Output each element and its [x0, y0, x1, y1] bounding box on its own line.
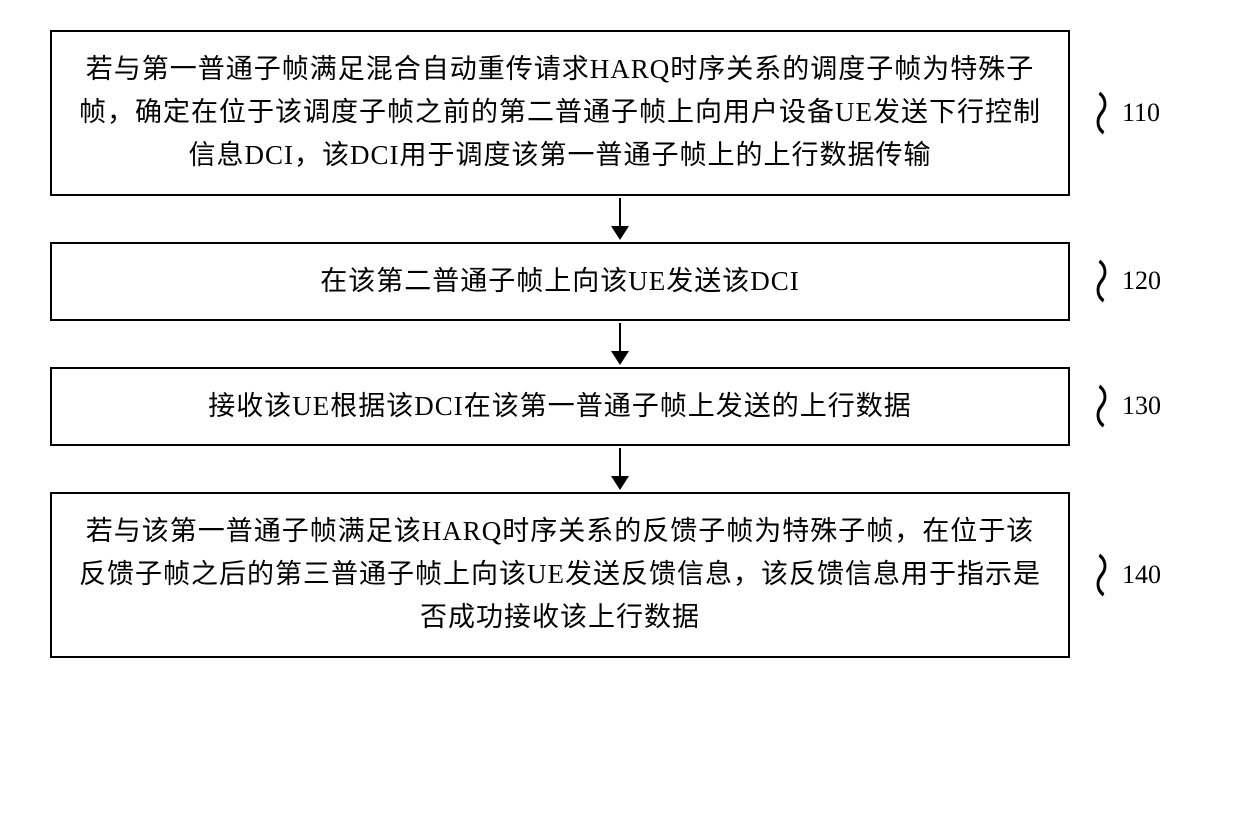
- arrow-2: [110, 321, 1130, 367]
- curve-icon: 〜: [1082, 383, 1118, 430]
- step-number-2: 120: [1122, 266, 1161, 296]
- arrow-1: [110, 196, 1130, 242]
- step-box-3: 接收该UE根据该DCI在该第一普通子帧上发送的上行数据: [50, 367, 1070, 446]
- step-number-1: 110: [1122, 98, 1160, 128]
- arrow-line: [619, 323, 621, 351]
- curve-icon: 〜: [1082, 89, 1118, 136]
- step-label-2: 〜 120: [1082, 263, 1161, 299]
- arrow-head-icon: [611, 226, 629, 240]
- arrow-head-icon: [611, 476, 629, 490]
- step-row-1: 若与第一普通子帧满足混合自动重传请求HARQ时序关系的调度子帧为特殊子帧，确定在…: [50, 30, 1190, 196]
- curve-icon: 〜: [1082, 258, 1118, 305]
- step-row-3: 接收该UE根据该DCI在该第一普通子帧上发送的上行数据 〜 130: [50, 367, 1190, 446]
- step-text-4: 若与该第一普通子帧满足该HARQ时序关系的反馈子帧为特殊子帧，在位于该反馈子帧之…: [72, 510, 1048, 640]
- step-box-2: 在该第二普通子帧上向该UE发送该DCI: [50, 242, 1070, 321]
- arrow-head-icon: [611, 351, 629, 365]
- step-row-4: 若与该第一普通子帧满足该HARQ时序关系的反馈子帧为特殊子帧，在位于该反馈子帧之…: [50, 492, 1190, 658]
- step-number-4: 140: [1122, 560, 1161, 590]
- step-box-1: 若与第一普通子帧满足混合自动重传请求HARQ时序关系的调度子帧为特殊子帧，确定在…: [50, 30, 1070, 196]
- arrow-line: [619, 448, 621, 476]
- step-label-1: 〜 110: [1082, 95, 1160, 131]
- step-text-3: 接收该UE根据该DCI在该第一普通子帧上发送的上行数据: [208, 385, 912, 428]
- step-label-4: 〜 140: [1082, 557, 1161, 593]
- step-text-1: 若与第一普通子帧满足混合自动重传请求HARQ时序关系的调度子帧为特殊子帧，确定在…: [72, 48, 1048, 178]
- arrow-line: [619, 198, 621, 226]
- step-box-4: 若与该第一普通子帧满足该HARQ时序关系的反馈子帧为特殊子帧，在位于该反馈子帧之…: [50, 492, 1070, 658]
- flowchart-container: 若与第一普通子帧满足混合自动重传请求HARQ时序关系的调度子帧为特殊子帧，确定在…: [50, 30, 1190, 658]
- step-text-2: 在该第二普通子帧上向该UE发送该DCI: [320, 260, 800, 303]
- step-label-3: 〜 130: [1082, 388, 1161, 424]
- step-number-3: 130: [1122, 391, 1161, 421]
- step-row-2: 在该第二普通子帧上向该UE发送该DCI 〜 120: [50, 242, 1190, 321]
- curve-icon: 〜: [1082, 551, 1118, 598]
- arrow-3: [110, 446, 1130, 492]
